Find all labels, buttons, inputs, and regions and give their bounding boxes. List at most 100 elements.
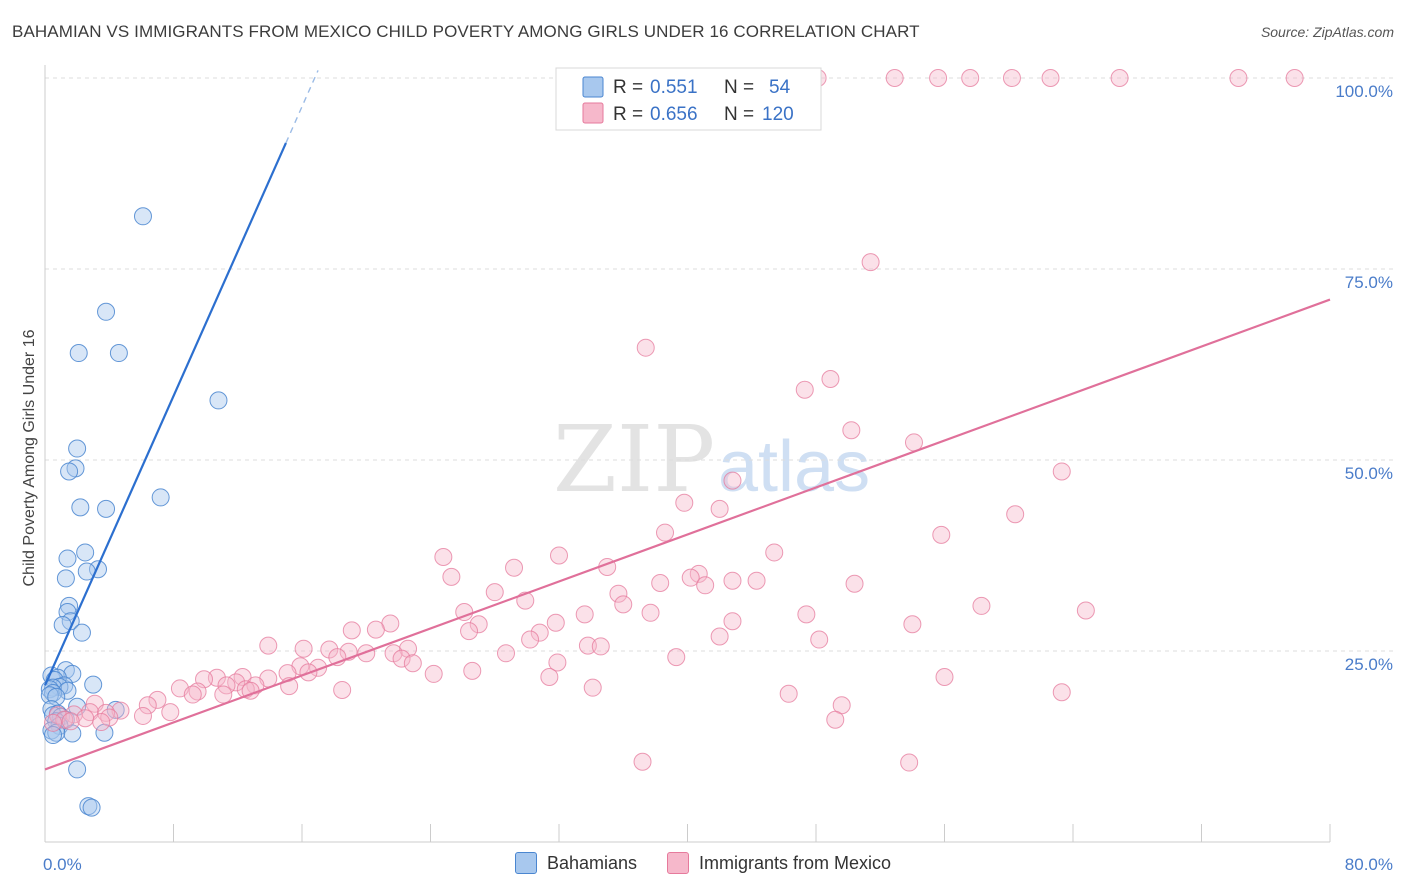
bahamians-point bbox=[97, 302, 116, 321]
mexico-point bbox=[779, 684, 798, 703]
tick-labels: 25.0% 50.0% 75.0% 100.0% 0.0% 80.0% bbox=[43, 82, 1393, 874]
mexico-point bbox=[797, 605, 816, 624]
mexico-point bbox=[442, 567, 461, 586]
mexico-point bbox=[656, 523, 675, 542]
mexico-point bbox=[392, 649, 411, 668]
bahamians-point bbox=[84, 675, 103, 694]
mexico-point bbox=[575, 605, 594, 624]
y-tick-label: 100.0% bbox=[1335, 82, 1393, 101]
x-tick-label: 0.0% bbox=[43, 855, 82, 874]
pink-n-label: N = bbox=[724, 104, 754, 125]
bahamians-point bbox=[60, 596, 79, 615]
trend-lines bbox=[43, 70, 1331, 771]
mexico-point bbox=[496, 644, 515, 663]
mexico-point bbox=[357, 644, 376, 663]
mexico-point bbox=[633, 752, 652, 771]
bahamians-point bbox=[72, 623, 91, 642]
bahamians-point bbox=[151, 488, 170, 507]
mexico-point bbox=[111, 701, 130, 720]
mexico-point bbox=[826, 710, 845, 729]
bahamians-point bbox=[97, 499, 116, 518]
bahamians-trend-extension bbox=[285, 70, 319, 144]
mexico-point bbox=[765, 543, 784, 562]
mexico-point bbox=[485, 583, 504, 602]
bahamians-point bbox=[58, 681, 77, 700]
mexico-point bbox=[583, 678, 602, 697]
mexico-point bbox=[1285, 69, 1304, 87]
blue-n-value: 54 bbox=[769, 77, 791, 98]
legend-item-bahamians[interactable]: Bahamians bbox=[514, 852, 637, 874]
mexico-point bbox=[259, 636, 278, 655]
mexico-point bbox=[710, 627, 729, 646]
mexico-trend-line bbox=[44, 298, 1331, 771]
mexico-point bbox=[207, 668, 226, 687]
mexico-point bbox=[641, 603, 660, 622]
mexico-point bbox=[636, 338, 655, 357]
mexico-point bbox=[1006, 505, 1025, 524]
y-tick-label: 25.0% bbox=[1345, 655, 1393, 674]
source-label: Source: ZipAtlas.com bbox=[1260, 24, 1394, 40]
legend-swatch-blue bbox=[514, 852, 537, 874]
mexico-point bbox=[148, 690, 167, 709]
y-tick-label: 75.0% bbox=[1345, 273, 1393, 292]
bahamians-trend-line bbox=[43, 142, 287, 686]
blue-r-value: 0.551 bbox=[650, 77, 698, 98]
mexico-point bbox=[795, 380, 814, 399]
mexico-point bbox=[1076, 601, 1095, 620]
mexico-point bbox=[810, 630, 829, 649]
mexico-point bbox=[723, 612, 742, 631]
mexico-point bbox=[530, 623, 549, 642]
mexico-point bbox=[403, 654, 422, 673]
bahamians-point bbox=[82, 798, 101, 817]
mexico-point bbox=[463, 661, 482, 680]
mexico-point bbox=[546, 613, 565, 632]
mexico-point bbox=[333, 680, 352, 699]
mexico-point bbox=[138, 696, 157, 715]
mexico-point bbox=[935, 667, 954, 686]
mexico-point bbox=[972, 596, 991, 615]
watermark-atlas: atlas bbox=[718, 427, 870, 507]
mexico-point bbox=[723, 571, 742, 590]
mexico-point bbox=[1110, 69, 1129, 87]
stats-legend-box: R = 0.551 N = 54 R = 0.656 N = 120 bbox=[555, 67, 822, 131]
mexico-point bbox=[1052, 683, 1071, 702]
mexico-point bbox=[548, 653, 567, 672]
mexico-point bbox=[961, 69, 980, 87]
mexico-point bbox=[366, 620, 385, 639]
pink-r-value: 0.656 bbox=[650, 104, 698, 125]
mexico-points bbox=[44, 69, 1304, 772]
bahamians-point bbox=[60, 462, 79, 481]
mexico-point bbox=[667, 648, 686, 667]
bahamians-point bbox=[58, 549, 77, 568]
mexico-point bbox=[469, 615, 488, 634]
mexico-point bbox=[609, 584, 628, 603]
mexico-point bbox=[505, 558, 524, 577]
mexico-point bbox=[578, 636, 597, 655]
mexico-point bbox=[651, 574, 670, 593]
bahamians-point bbox=[69, 344, 88, 363]
bahamians-point bbox=[209, 391, 228, 410]
mexico-point bbox=[460, 622, 479, 641]
mexico-point bbox=[246, 676, 265, 695]
mexico-point bbox=[1041, 69, 1060, 87]
mexico-point bbox=[614, 595, 633, 614]
mexico-point bbox=[133, 706, 152, 725]
mexico-point bbox=[1002, 69, 1021, 87]
legend: Bahamians Immigrants from Mexico bbox=[0, 852, 1406, 874]
mexico-point bbox=[188, 682, 207, 701]
x-tick-label: 80.0% bbox=[1345, 855, 1393, 874]
mexico-point bbox=[932, 525, 951, 544]
legend-item-mexico[interactable]: Immigrants from Mexico bbox=[667, 852, 891, 874]
mexico-point bbox=[1229, 69, 1248, 87]
mexico-point bbox=[696, 576, 715, 595]
bahamians-point bbox=[68, 760, 87, 779]
bahamians-point bbox=[79, 797, 98, 816]
mexico-point bbox=[1052, 462, 1071, 481]
bahamians-point bbox=[40, 686, 59, 705]
mexico-point bbox=[399, 639, 418, 658]
mexico-point bbox=[342, 621, 361, 640]
mexico-point bbox=[92, 713, 111, 732]
bahamians-point bbox=[68, 439, 87, 458]
mexico-point bbox=[424, 664, 443, 683]
legend-label-mexico: Immigrants from Mexico bbox=[699, 852, 892, 873]
